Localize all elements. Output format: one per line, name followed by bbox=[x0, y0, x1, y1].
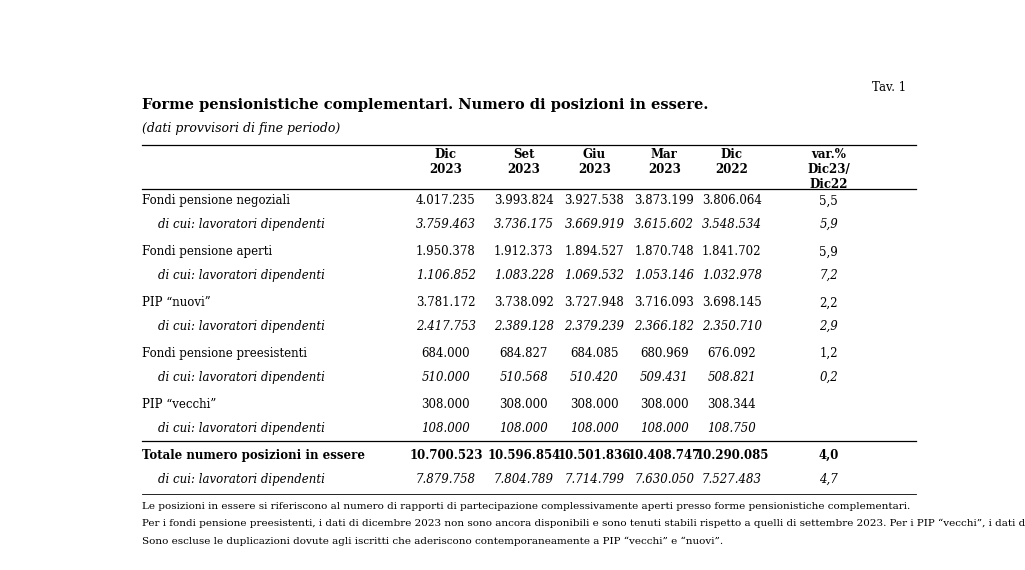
Text: 10.700.523: 10.700.523 bbox=[409, 449, 483, 462]
Text: Fondi pensione preesistenti: Fondi pensione preesistenti bbox=[142, 347, 308, 360]
Text: 510.420: 510.420 bbox=[570, 371, 619, 384]
Text: Set
2023: Set 2023 bbox=[507, 148, 540, 176]
Text: di cui: lavoratori dipendenti: di cui: lavoratori dipendenti bbox=[158, 473, 325, 486]
Text: di cui: lavoratori dipendenti: di cui: lavoratori dipendenti bbox=[158, 371, 325, 384]
Text: Giu
2023: Giu 2023 bbox=[578, 148, 611, 176]
Text: PIP “nuovi”: PIP “nuovi” bbox=[142, 296, 211, 310]
Text: 2.350.710: 2.350.710 bbox=[702, 320, 762, 333]
Text: 3.993.824: 3.993.824 bbox=[494, 194, 554, 207]
Text: 1.083.228: 1.083.228 bbox=[494, 269, 554, 282]
Text: 108.000: 108.000 bbox=[421, 422, 470, 435]
Text: di cui: lavoratori dipendenti: di cui: lavoratori dipendenti bbox=[158, 269, 325, 282]
Text: 2.417.753: 2.417.753 bbox=[416, 320, 476, 333]
Text: 680.969: 680.969 bbox=[640, 347, 689, 360]
Text: 3.738.092: 3.738.092 bbox=[494, 296, 554, 310]
Text: Dic
2022: Dic 2022 bbox=[715, 148, 748, 176]
Text: 1.069.532: 1.069.532 bbox=[565, 269, 624, 282]
Text: 7.714.799: 7.714.799 bbox=[565, 473, 624, 486]
Text: 5,9: 5,9 bbox=[819, 218, 838, 231]
Text: 108.000: 108.000 bbox=[640, 422, 689, 435]
Text: 2.389.128: 2.389.128 bbox=[494, 320, 554, 333]
Text: 684.085: 684.085 bbox=[570, 347, 619, 360]
Text: 508.821: 508.821 bbox=[707, 371, 756, 384]
Text: 108.750: 108.750 bbox=[707, 422, 756, 435]
Text: 10.501.836: 10.501.836 bbox=[558, 449, 631, 462]
Text: 1.106.852: 1.106.852 bbox=[416, 269, 476, 282]
Text: 308.344: 308.344 bbox=[707, 398, 756, 411]
Text: 308.000: 308.000 bbox=[421, 398, 470, 411]
Text: 7.527.483: 7.527.483 bbox=[702, 473, 762, 486]
Text: 0,2: 0,2 bbox=[819, 371, 838, 384]
Text: Fondi pensione aperti: Fondi pensione aperti bbox=[142, 245, 273, 258]
Text: 308.000: 308.000 bbox=[499, 398, 548, 411]
Text: 7.804.789: 7.804.789 bbox=[494, 473, 554, 486]
Text: 308.000: 308.000 bbox=[570, 398, 619, 411]
Text: Dic
2023: Dic 2023 bbox=[429, 148, 462, 176]
Text: Le posizioni in essere si riferiscono al numero di rapporti di partecipazione co: Le posizioni in essere si riferiscono al… bbox=[142, 502, 910, 511]
Text: 5,5: 5,5 bbox=[819, 194, 838, 207]
Text: 1.950.378: 1.950.378 bbox=[416, 245, 476, 258]
Text: 7.879.758: 7.879.758 bbox=[416, 473, 476, 486]
Text: Sono escluse le duplicazioni dovute agli iscritti che aderiscono contemporaneame: Sono escluse le duplicazioni dovute agli… bbox=[142, 536, 724, 545]
Text: 1.912.373: 1.912.373 bbox=[494, 245, 554, 258]
Text: di cui: lavoratori dipendenti: di cui: lavoratori dipendenti bbox=[158, 218, 325, 231]
Text: 509.431: 509.431 bbox=[640, 371, 689, 384]
Text: 108.000: 108.000 bbox=[499, 422, 548, 435]
Text: 4.017.235: 4.017.235 bbox=[416, 194, 476, 207]
Text: 3.716.093: 3.716.093 bbox=[634, 296, 694, 310]
Text: 1,2: 1,2 bbox=[820, 347, 838, 360]
Text: 1.894.527: 1.894.527 bbox=[565, 245, 624, 258]
Text: Totale numero posizioni in essere: Totale numero posizioni in essere bbox=[142, 449, 366, 462]
Text: 684.827: 684.827 bbox=[499, 347, 548, 360]
Text: PIP “vecchi”: PIP “vecchi” bbox=[142, 398, 217, 411]
Text: Mar
2023: Mar 2023 bbox=[648, 148, 681, 176]
Text: 3.873.199: 3.873.199 bbox=[634, 194, 694, 207]
Text: 1.841.702: 1.841.702 bbox=[702, 245, 762, 258]
Text: 3.806.064: 3.806.064 bbox=[702, 194, 762, 207]
Text: 108.000: 108.000 bbox=[570, 422, 619, 435]
Text: 3.669.919: 3.669.919 bbox=[565, 218, 624, 231]
Text: 684.000: 684.000 bbox=[421, 347, 470, 360]
Text: 3.615.602: 3.615.602 bbox=[634, 218, 694, 231]
Text: 510.000: 510.000 bbox=[421, 371, 470, 384]
Text: (dati provvisori di fine periodo): (dati provvisori di fine periodo) bbox=[142, 123, 340, 136]
Text: 3.759.463: 3.759.463 bbox=[416, 218, 476, 231]
Text: 1.053.146: 1.053.146 bbox=[634, 269, 694, 282]
Text: 10.290.085: 10.290.085 bbox=[695, 449, 769, 462]
Text: 3.698.145: 3.698.145 bbox=[702, 296, 762, 310]
Text: 1.032.978: 1.032.978 bbox=[702, 269, 762, 282]
Text: 1.870.748: 1.870.748 bbox=[634, 245, 694, 258]
Text: 10.596.854: 10.596.854 bbox=[487, 449, 561, 462]
Text: 10.408.747: 10.408.747 bbox=[627, 449, 701, 462]
Text: 2.366.182: 2.366.182 bbox=[634, 320, 694, 333]
Text: 4,7: 4,7 bbox=[819, 473, 838, 486]
Text: 2,2: 2,2 bbox=[820, 296, 838, 310]
Text: 3.781.172: 3.781.172 bbox=[416, 296, 476, 310]
Text: 308.000: 308.000 bbox=[640, 398, 689, 411]
Text: 3.727.948: 3.727.948 bbox=[565, 296, 624, 310]
Text: 7,2: 7,2 bbox=[819, 269, 838, 282]
Text: 2,9: 2,9 bbox=[819, 320, 838, 333]
Text: di cui: lavoratori dipendenti: di cui: lavoratori dipendenti bbox=[158, 320, 325, 333]
Text: Tav. 1: Tav. 1 bbox=[872, 81, 906, 93]
Text: 4,0: 4,0 bbox=[819, 449, 838, 462]
Text: var.%
Dic23/
Dic22: var.% Dic23/ Dic22 bbox=[808, 148, 850, 191]
Text: 676.092: 676.092 bbox=[707, 347, 756, 360]
Text: 3.927.538: 3.927.538 bbox=[565, 194, 624, 207]
Text: Fondi pensione negoziali: Fondi pensione negoziali bbox=[142, 194, 290, 207]
Text: 2.379.239: 2.379.239 bbox=[565, 320, 624, 333]
Text: Forme pensionistiche complementari. Numero di posizioni in essere.: Forme pensionistiche complementari. Nume… bbox=[142, 98, 709, 112]
Text: 510.568: 510.568 bbox=[499, 371, 548, 384]
Text: 3.548.534: 3.548.534 bbox=[702, 218, 762, 231]
Text: di cui: lavoratori dipendenti: di cui: lavoratori dipendenti bbox=[158, 422, 325, 435]
Text: 3.736.175: 3.736.175 bbox=[494, 218, 554, 231]
Text: 5,9: 5,9 bbox=[819, 245, 838, 258]
Text: 7.630.050: 7.630.050 bbox=[634, 473, 694, 486]
Text: Per i fondi pensione preesistenti, i dati di dicembre 2023 non sono ancora dispo: Per i fondi pensione preesistenti, i dat… bbox=[142, 519, 1025, 528]
